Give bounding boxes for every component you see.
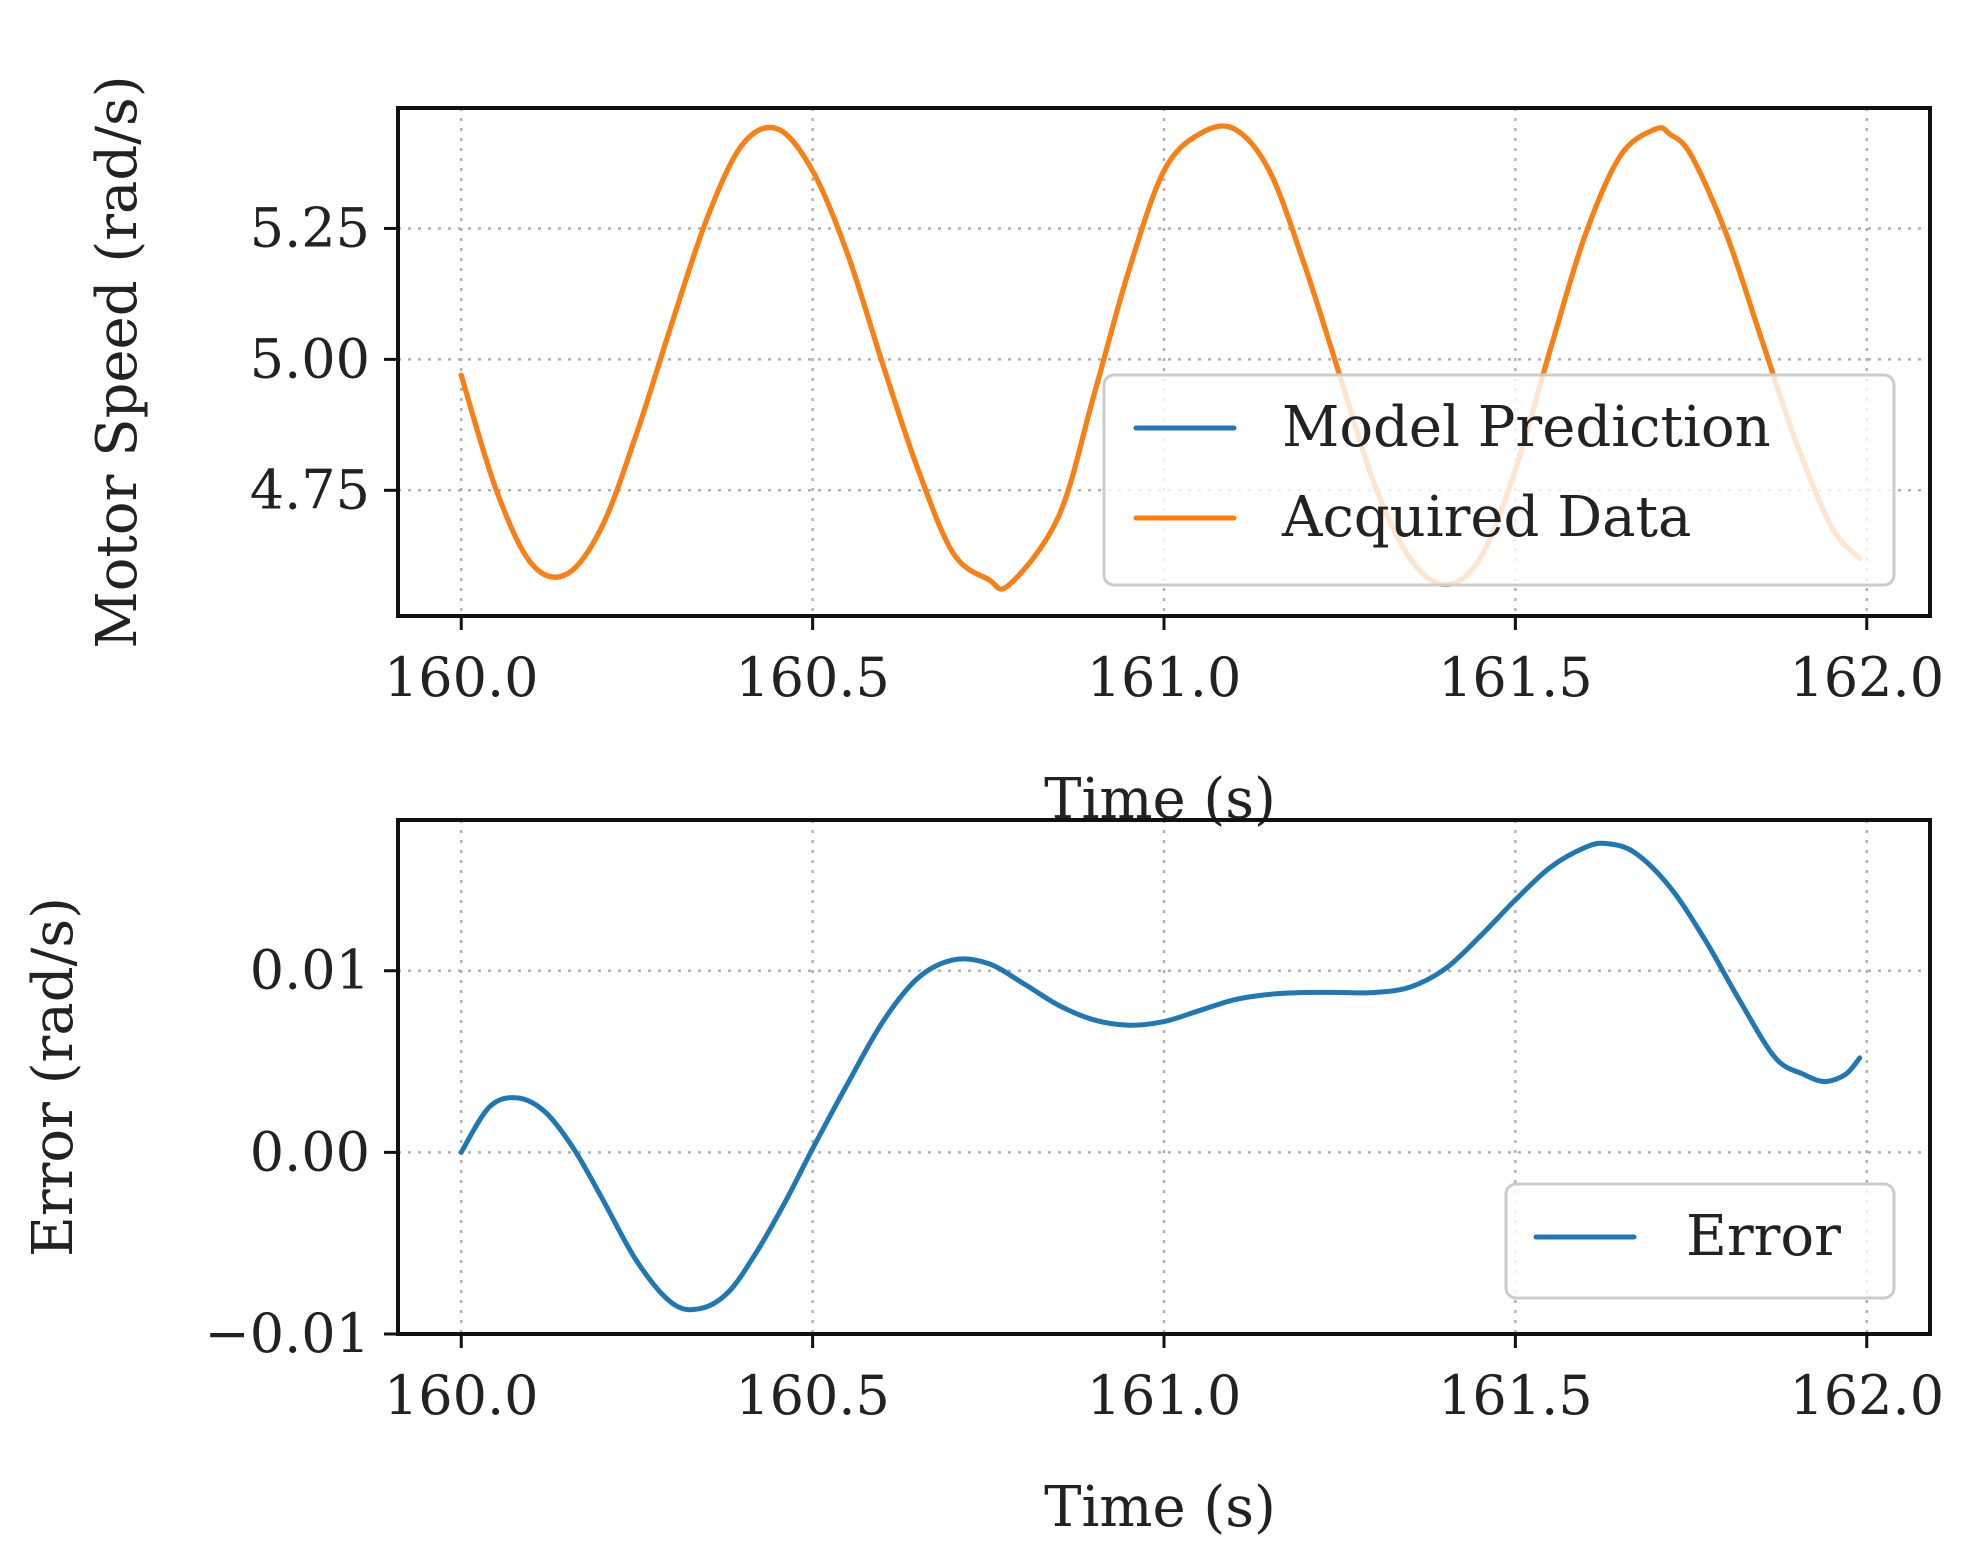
y-axis-label: Motor Speed (rad/s) [85, 75, 150, 648]
x-tick-label: 162.0 [1789, 646, 1944, 709]
y-axis-label: Error (rad/s) [21, 897, 86, 1257]
legend-label-model-prediction: Model Prediction [1282, 395, 1771, 460]
series-line-error [458, 840, 1863, 1313]
legend: Model Prediction Acquired Data [1102, 373, 1896, 587]
y-ticks: −0.01 0.00 0.01 [205, 939, 398, 1365]
x-axis-label: Time (s) [1044, 1475, 1276, 1540]
y-tick-label: −0.01 [205, 1302, 370, 1365]
x-tick-label: 162.0 [1789, 1364, 1944, 1427]
y-ticks: 4.75 5.00 5.25 [250, 196, 398, 521]
y-tick-label: 5.25 [250, 196, 370, 259]
x-tick-label: 161.5 [1438, 1364, 1593, 1427]
legend-label-acquired-data: Acquired Data [1281, 485, 1691, 550]
legend-label-error: Error [1686, 1204, 1841, 1269]
x-tick-label: 160.5 [735, 646, 890, 709]
x-tick-label: 161.0 [1087, 1364, 1242, 1427]
y-tick-label: 0.01 [250, 939, 370, 1002]
series-line-acquired-data [458, 123, 1863, 592]
legend-box [1102, 373, 1896, 587]
legend: Error [1504, 1182, 1896, 1300]
x-tick-label: 160.5 [735, 1364, 890, 1427]
legend-box [1504, 1182, 1896, 1300]
y-tick-label: 4.75 [250, 458, 370, 521]
x-tick-label: 161.5 [1438, 646, 1593, 709]
panel-error: 160.0 160.5 161.0 161.5 162.0 −0.010.000.01 … [21, 818, 1944, 1540]
x-ticks: 160.0 160.5 161.0 161.5 162.0 [384, 1334, 1944, 1427]
x-ticks: 160.0 160.5 161.0 161.5 162.0 [384, 616, 1944, 709]
panel-motor-speed: 160.0 160.5 161.0 161.5 162.0 4.75 5.00 5.25 T… [85, 75, 1944, 832]
y-tick-label: 5.00 [250, 327, 370, 390]
x-tick-label: 160.0 [384, 1364, 539, 1427]
y-tick-label: 0.00 [250, 1120, 370, 1183]
x-tick-label: 160.0 [384, 646, 539, 709]
x-axis-label: Time (s) [1044, 767, 1276, 832]
series-lines [458, 123, 1863, 592]
series-lines [458, 840, 1863, 1313]
x-tick-label: 161.0 [1087, 646, 1242, 709]
